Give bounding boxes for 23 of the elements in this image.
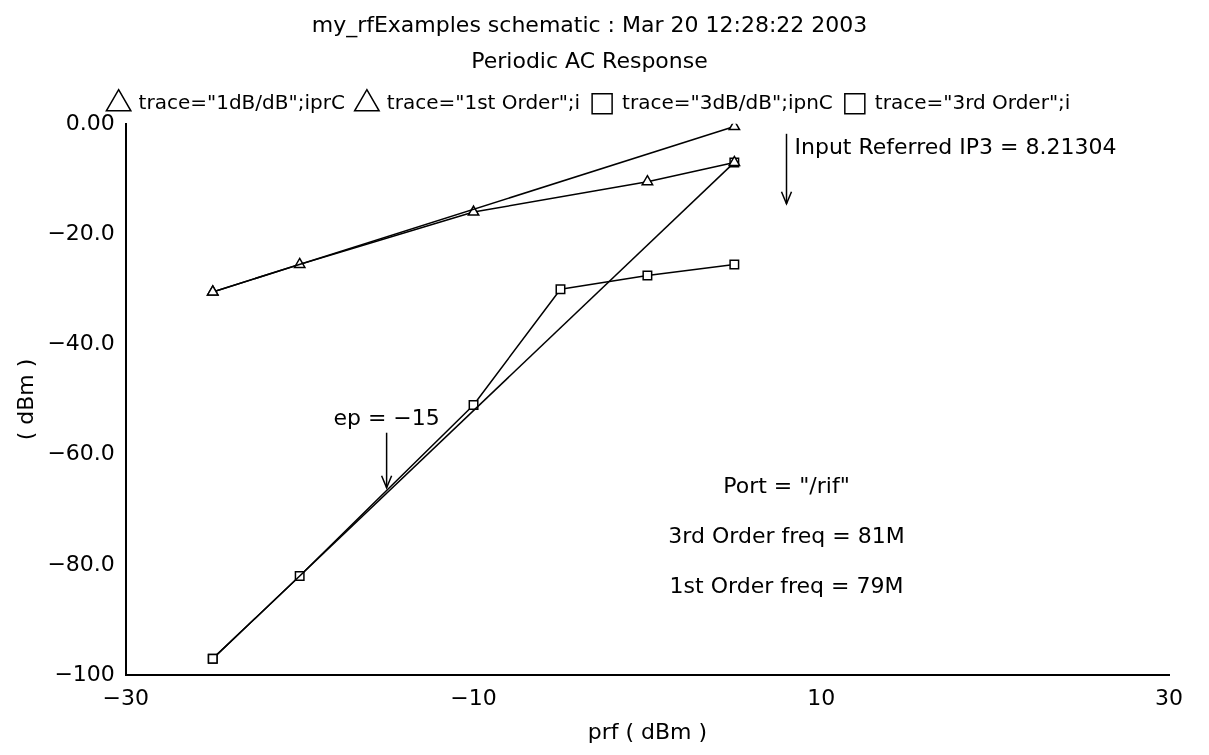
x-tick-label: −30 — [102, 685, 150, 711]
y-tick-label: −60.0 — [47, 440, 115, 466]
legend-label: trace="3dB/dB";ipnC — [622, 90, 833, 114]
legend-label: trace="3rd Order";i — [874, 90, 1071, 114]
chart-title: my_rfExamples schematic : Mar 20 12:28:22 2003 — [311, 11, 868, 38]
legend-label: trace="1dB/dB";iprC — [138, 90, 345, 114]
annotation: Port = "/rif" — [723, 473, 850, 499]
legend-label: trace="1st Order";i — [386, 90, 581, 114]
x-tick-label: 10 — [807, 685, 836, 711]
y-tick-label: −80.0 — [47, 550, 115, 576]
x-tick-label: −10 — [450, 685, 497, 711]
x-axis-title: prf ( dBm ) — [587, 718, 708, 744]
annotation: 1st Order freq = 79M — [669, 573, 904, 599]
annotation: ep = −15 — [333, 404, 440, 430]
annotation: 3rd Order freq = 81M — [668, 523, 905, 549]
y-tick-label: 0.00 — [65, 109, 115, 135]
chart-subtitle: Periodic AC Response — [471, 48, 708, 74]
y-tick-label: −100 — [54, 660, 115, 686]
y-tick-label: −40.0 — [47, 330, 115, 356]
x-tick-label: 30 — [1155, 685, 1183, 711]
annotation: Input Referred IP3 = 8.21304 — [794, 133, 1117, 159]
y-tick-label: −20.0 — [47, 219, 115, 245]
y-axis-title: ( dBm ) — [12, 358, 38, 441]
